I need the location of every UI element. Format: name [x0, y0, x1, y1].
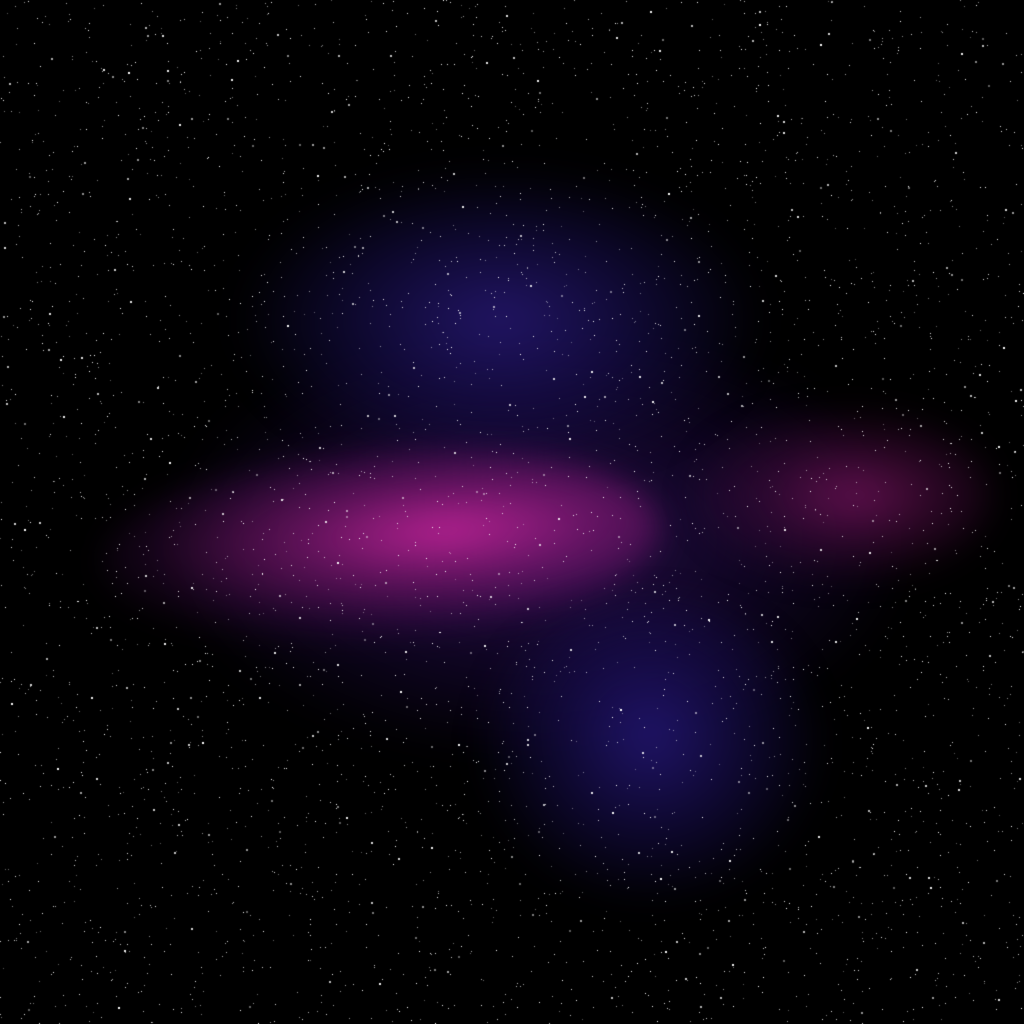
space-scene [0, 0, 1024, 1024]
starfield [0, 0, 1024, 1024]
